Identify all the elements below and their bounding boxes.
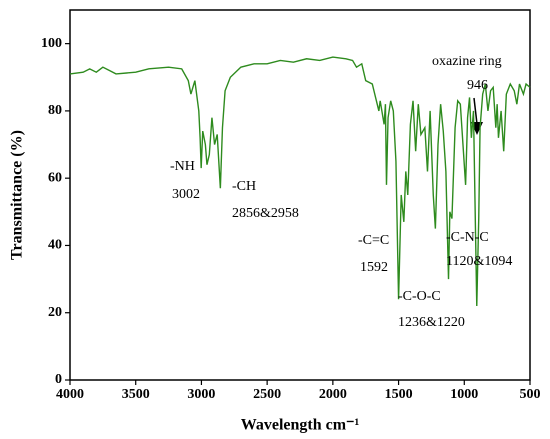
- y-tick-label: 100: [41, 36, 62, 51]
- annotation-wavenumber: 1592: [360, 260, 388, 275]
- annotation-wavenumber: 2856&2958: [232, 206, 299, 221]
- x-tick-label: 1500: [385, 387, 413, 402]
- annotation-group: -NH: [170, 159, 195, 174]
- annotation-group: oxazine ring: [432, 54, 502, 69]
- x-tick-label: 500: [520, 387, 541, 402]
- annotation-group: -C=C: [358, 233, 389, 248]
- x-tick-label: 2000: [319, 387, 347, 402]
- x-tick-label: 2500: [253, 387, 281, 402]
- annotation-wavenumber: 1120&1094: [446, 254, 512, 269]
- annotation-wavenumber: 1236&1220: [398, 315, 465, 330]
- x-tick-label: 3000: [187, 387, 215, 402]
- x-tick-label: 3500: [122, 387, 150, 402]
- x-tick-label: 4000: [56, 387, 84, 402]
- annotation-group: -C-N-C: [446, 230, 489, 245]
- y-tick-label: 20: [48, 305, 62, 320]
- arrow-shaft: [473, 97, 478, 125]
- x-tick-label: 1000: [450, 387, 478, 402]
- y-tick-label: 0: [55, 372, 62, 387]
- annotation-group: -C-O-C: [398, 289, 441, 304]
- y-tick-label: 40: [48, 238, 62, 253]
- annotation-group: -CH: [232, 179, 256, 194]
- y-axis-label: Transmittance (%): [9, 130, 26, 260]
- x-axis-label: Wavelength cm⁻¹: [241, 417, 360, 434]
- plot-frame: [69, 9, 531, 381]
- spectrum-line: [69, 56, 531, 307]
- y-tick-label: 60: [48, 170, 62, 185]
- y-tick-label: 80: [48, 103, 62, 118]
- annotation-wavenumber: 946: [467, 78, 488, 93]
- annotation-wavenumber: 3002: [172, 187, 200, 202]
